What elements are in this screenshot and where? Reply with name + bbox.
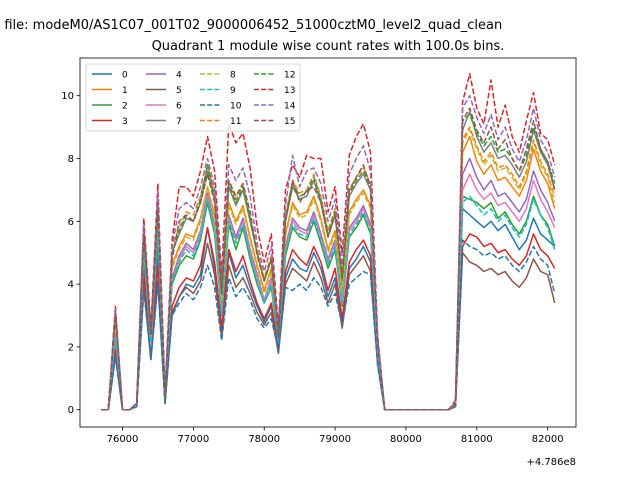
legend-label-8: 8 xyxy=(230,71,236,81)
legend-label-11: 11 xyxy=(230,117,241,127)
legend-label-5: 5 xyxy=(176,86,182,96)
series-line-8 xyxy=(101,129,556,411)
x-tick-label: 81000 xyxy=(461,434,493,445)
legend-box xyxy=(85,63,301,132)
y-tick-label: 4 xyxy=(68,280,74,291)
legend-label-13: 13 xyxy=(284,86,295,96)
y-tick-label: 0 xyxy=(68,405,74,416)
series-line-15 xyxy=(101,107,556,411)
legend-label-4: 4 xyxy=(176,71,182,81)
y-tick-label: 2 xyxy=(68,342,74,353)
x-tick-label: 76000 xyxy=(107,434,139,445)
x-tick-label: 79000 xyxy=(319,434,351,445)
legend-label-12: 12 xyxy=(284,71,295,81)
legend-label-10: 10 xyxy=(230,102,242,112)
axes-frame xyxy=(79,57,577,428)
legend-label-14: 14 xyxy=(284,102,296,112)
legend-label-0: 0 xyxy=(122,71,128,81)
figure-suptitle: n file: modeM0/AS1C07_001T02_9000006452_… xyxy=(0,18,502,33)
series-line-11 xyxy=(101,126,556,411)
legend-label-9: 9 xyxy=(230,86,236,96)
x-axis-offset-label: +4.786e8 xyxy=(526,457,576,468)
series-layer xyxy=(101,72,556,411)
x-tick-label: 80000 xyxy=(390,434,422,445)
series-line-4 xyxy=(101,157,556,411)
legend-label-6: 6 xyxy=(176,102,182,112)
series-line-14 xyxy=(101,94,556,411)
legend-label-3: 3 xyxy=(122,117,128,127)
series-line-13 xyxy=(101,72,556,411)
x-tick-label: 78000 xyxy=(248,434,280,445)
y-axis: 0 2 4 6 8 10 xyxy=(61,91,80,416)
series-line-5 xyxy=(101,242,556,411)
x-axis: 76000 77000 78000 79000 80000 81000 82000 xyxy=(107,427,564,445)
series-line-3 xyxy=(101,226,556,411)
y-tick-label: 6 xyxy=(68,217,74,228)
chart-title: Quadrant 1 module wise count rates with … xyxy=(152,39,505,54)
series-line-9 xyxy=(101,195,556,411)
legend-label-2: 2 xyxy=(122,102,128,112)
legend-label-1: 1 xyxy=(122,86,128,96)
x-tick-label: 82000 xyxy=(532,434,564,445)
legend-label-7: 7 xyxy=(176,117,182,127)
plot-area: 76000 77000 78000 79000 80000 81000 82000 0 2 4 6… xyxy=(61,57,577,445)
x-tick-label: 77000 xyxy=(177,434,209,445)
y-tick-label: 8 xyxy=(68,154,74,165)
legend-label-15: 15 xyxy=(284,117,295,127)
series-line-2 xyxy=(101,195,556,411)
y-tick-label: 10 xyxy=(61,91,74,102)
series-line-10 xyxy=(101,239,556,411)
